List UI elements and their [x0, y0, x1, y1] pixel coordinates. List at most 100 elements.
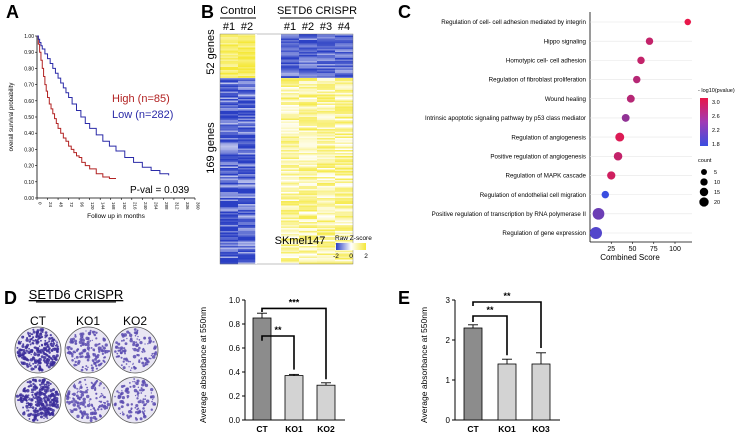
- b-heat-cell: [281, 44, 299, 47]
- b-heat-cell: [299, 96, 317, 98]
- a-xtick-label: 288: [164, 202, 169, 210]
- b-heat-cell: [238, 145, 256, 148]
- b-heat-cell: [281, 183, 299, 185]
- b-heat-cell: [317, 127, 335, 130]
- a-xtick-label: 0: [38, 202, 43, 205]
- a-ytick-label: 0.90: [24, 50, 34, 56]
- b-heat-cell: [238, 76, 256, 78]
- b-heat-cell: [220, 105, 238, 107]
- b-heat-cell: [220, 62, 238, 65]
- b-heat-cell: [317, 228, 335, 230]
- d-plate-colony: [27, 331, 29, 334]
- b-heat-cell: [299, 85, 317, 88]
- b-heat-cell: [281, 172, 299, 175]
- d-plate-colony: [39, 399, 42, 402]
- b-heat-cell: [220, 52, 238, 54]
- b-heat-cell: [317, 174, 335, 176]
- d-plate-colony: [31, 393, 34, 397]
- d-plate-label-ko2: KO2: [123, 314, 147, 328]
- b-heat-cell: [238, 135, 256, 137]
- d-plate-colony: [106, 400, 109, 403]
- c-colorbar: [700, 98, 708, 146]
- b-heat-cell: [299, 47, 317, 50]
- d-plate-colony: [101, 405, 104, 408]
- b-heat-cell: [335, 41, 353, 44]
- a-xtick-label: 120: [90, 202, 95, 210]
- b-heat-cell: [335, 96, 353, 98]
- b-heat-cell: [317, 144, 335, 146]
- d-plate-colony: [30, 354, 32, 356]
- b-heat-cell: [335, 259, 353, 262]
- d-plate-colony: [98, 400, 101, 403]
- d-plate-colony: [36, 346, 40, 350]
- b-heat-cell: [281, 37, 299, 39]
- b-heat-cell: [281, 96, 299, 98]
- b-heat-cell: [220, 65, 238, 68]
- d-plate-colony: [122, 360, 125, 363]
- d-plate-colony: [94, 387, 97, 390]
- b-heat-cell: [335, 50, 353, 53]
- d-y-label: Average absorbance at 550nm: [198, 307, 208, 423]
- b-heat-cell: [238, 96, 256, 98]
- b-heat-cell: [317, 41, 335, 44]
- b-heat-cell: [220, 241, 238, 244]
- d-plate-colony: [27, 394, 30, 396]
- d-xtick-label: KO1: [285, 424, 303, 434]
- b-heat-cell: [299, 118, 317, 121]
- d-plate-colony: [49, 389, 53, 393]
- b-heat-cell: [281, 46, 299, 48]
- d-plate-colony: [150, 392, 153, 394]
- c-x-label: Combined Score: [600, 253, 660, 262]
- b-heat-cell: [335, 70, 353, 72]
- b-heat-cell: [220, 96, 238, 98]
- b-heat-cell: [238, 85, 256, 88]
- b-heat-cell: [238, 199, 256, 202]
- b-heat-cell: [299, 180, 317, 182]
- d-plate-colony: [86, 343, 90, 347]
- d-plate-colony: [37, 340, 40, 344]
- b-heat-cell: [335, 211, 353, 214]
- d-plate-colony: [98, 342, 101, 345]
- b-heat-cell: [281, 114, 299, 116]
- d-plate-colony: [103, 360, 106, 364]
- d-plate-colony: [86, 415, 90, 420]
- b-heat-cell: [220, 255, 238, 257]
- d-sig-label: ***: [289, 297, 300, 307]
- a-ytick-label: 0.70: [24, 83, 34, 89]
- b-heat-cell: [335, 171, 353, 173]
- b-heat-cell: [238, 132, 256, 134]
- b-heat-cell: [281, 189, 299, 191]
- b-heat-cell: [299, 207, 317, 209]
- d-plate-colony: [136, 379, 140, 383]
- b-heat-cell: [220, 247, 238, 250]
- b-heat-cell: [220, 144, 238, 146]
- d-plate-colony: [120, 332, 124, 336]
- b-heat-cell: [299, 43, 317, 45]
- b-heat-cell: [299, 123, 317, 125]
- b-heat-cell: [281, 166, 299, 169]
- b-heat-cell: [281, 198, 299, 200]
- b-heat-cell: [317, 74, 335, 77]
- b-heat-cell: [335, 261, 353, 263]
- b-heat-cell: [220, 114, 238, 116]
- b-heat-cell: [335, 217, 353, 220]
- d-plate-colony: [44, 347, 47, 350]
- b-heat-cell: [281, 256, 299, 259]
- b-heat-cell: [220, 249, 238, 251]
- b-heat-cell: [220, 58, 238, 60]
- b-heat-cell: [220, 127, 238, 130]
- b-heat-cell: [220, 153, 238, 155]
- d-plate-colony: [98, 384, 101, 387]
- d-plate-colony: [19, 393, 23, 397]
- b-heat-cell: [299, 258, 317, 260]
- b-heat-cell: [281, 222, 299, 224]
- d-plate-colony: [49, 400, 53, 404]
- c-term-label: Positive regulation of transcription by …: [432, 211, 587, 218]
- b-heat-cell: [299, 213, 317, 215]
- b-colorbar-title: Raw Z-score: [335, 235, 372, 242]
- b-heat-cell: [238, 256, 256, 259]
- b-column-label: #1: [284, 21, 296, 33]
- e-ytick-label: 0: [446, 416, 451, 425]
- a-xtick-label: 24: [48, 202, 53, 208]
- b-heat-cell: [335, 82, 353, 85]
